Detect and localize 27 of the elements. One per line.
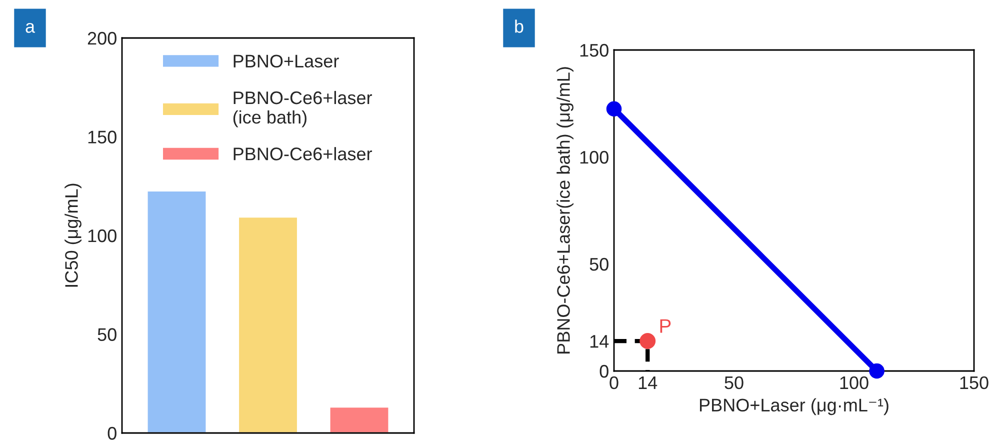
y-tick-label: 100	[580, 150, 608, 164]
point	[869, 363, 884, 379]
text: b	[515, 20, 524, 33]
y-axis-title: PBNO-Ce6+Laser(ice bath) (μg/mL)	[556, 67, 574, 354]
x-tick-label: 50	[724, 376, 744, 390]
x-axis-title: PBNO+Laser (μg·mL⁻¹)	[700, 398, 888, 416]
legend-label: PBNO+Laser	[234, 54, 339, 68]
y-tick-label: 50	[98, 328, 116, 341]
text: a	[26, 22, 36, 33]
y-axis-title: IC50 (μg/mL)	[64, 184, 82, 287]
y-tick-label: 50	[590, 258, 608, 271]
y-tick-label: 150	[580, 44, 608, 57]
y-tick-label: 0	[600, 364, 608, 378]
y-tick-label: 0	[108, 426, 116, 440]
x-tick-label: 150	[960, 376, 988, 390]
point	[606, 101, 622, 116]
y-tick-label: 150	[88, 130, 116, 144]
x-tick-label: 100	[840, 376, 868, 390]
legend-label: PBNO-Ce6+laser	[234, 147, 372, 160]
y-tick-label: 14	[590, 335, 609, 348]
annotation: P	[660, 319, 671, 333]
x-tick-label: 0	[610, 376, 618, 390]
y-tick-label: 200	[88, 32, 116, 45]
x-tick-label: 14	[638, 376, 658, 389]
point	[640, 333, 656, 350]
y-tick-label: 100	[88, 229, 116, 242]
legend-label: PBNO-Ce6+laser (ice bath)	[233, 90, 372, 128]
